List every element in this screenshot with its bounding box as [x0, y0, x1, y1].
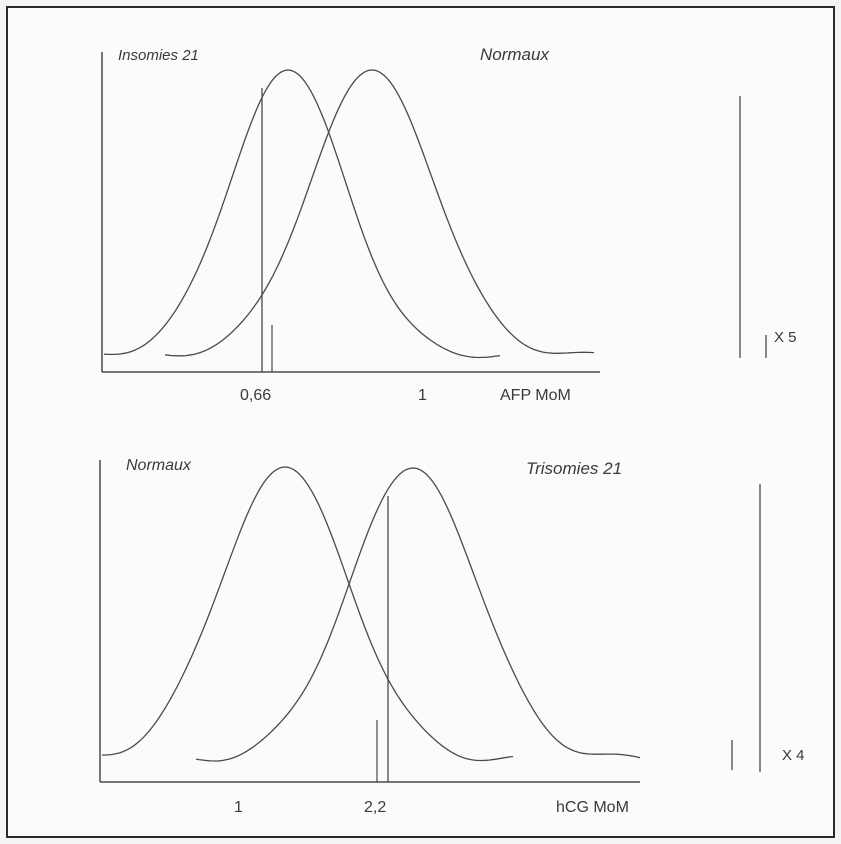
afp-tick-label-cutoff: 0,66 [240, 387, 271, 404]
afp-tick-label-one: 1 [418, 387, 427, 404]
afp-right-group-label: Normaux [480, 45, 549, 64]
hcg-left-group-label: Normaux [126, 457, 192, 474]
afp-panel: Insomies 21 Normaux 0,66 1 AFP MoM X 5 [101, 45, 797, 404]
hcg-tick-label-one: 1 [234, 799, 243, 816]
hcg-right-group-label: Trisomies 21 [526, 459, 622, 478]
hcg-tick-label-cutoff: 2,2 [364, 799, 386, 816]
hcg-trisomy-curve [195, 467, 641, 762]
afp-left-group-label: Insomies 21 [118, 47, 199, 64]
hcg-scale-factor: X 4 [782, 747, 805, 764]
afp-scale-factor: X 5 [774, 329, 797, 346]
hcg-panel: Normaux Trisomies 21 1 2,2 hCG MoM X 4 [99, 457, 805, 816]
afp-normal-curve [164, 69, 595, 357]
hcg-x-axis-label: hCG MoM [556, 799, 629, 816]
afp-x-axis-label: AFP MoM [500, 387, 571, 404]
afp-trisomy-curve [103, 69, 501, 359]
hcg-normal-curve [101, 466, 514, 762]
